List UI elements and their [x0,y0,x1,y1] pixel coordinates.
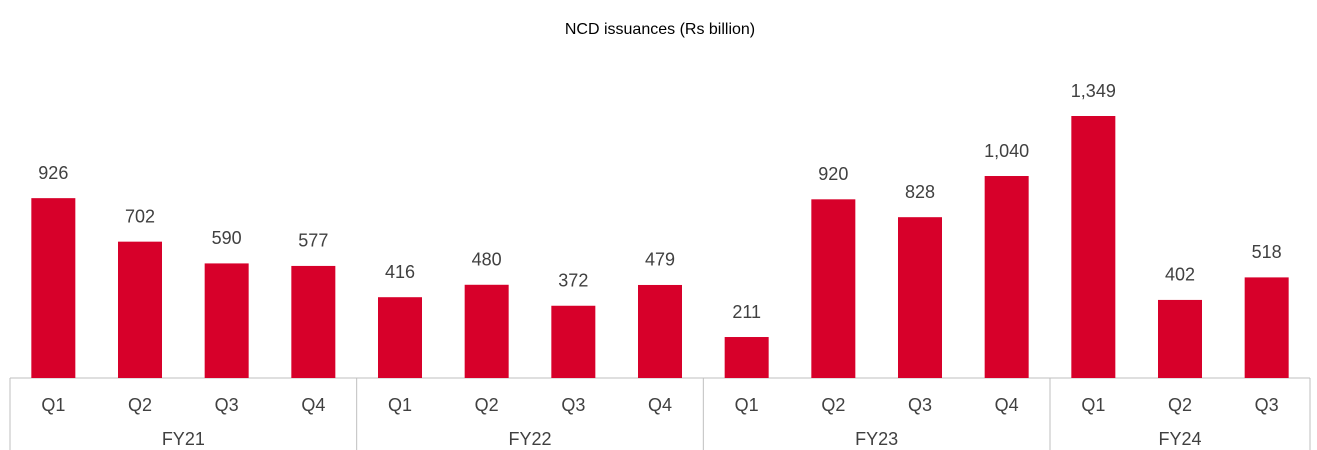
bar [898,217,942,378]
x-tick-label: Q3 [215,395,239,415]
bar [291,265,336,378]
bar [638,284,682,378]
bar [551,305,596,378]
bar [31,198,76,378]
x-tick-label: Q1 [41,395,65,415]
data-label: 480 [472,250,502,270]
data-label: 416 [385,262,415,282]
x-tick-label: Q2 [475,395,499,415]
bar [118,241,162,378]
data-label: 479 [645,250,675,270]
data-label: 1,040 [984,141,1029,161]
bar [1158,299,1202,378]
group-label: FY23 [855,429,898,449]
x-tick-label: Q1 [388,395,412,415]
bar [811,199,856,378]
data-label: 926 [38,163,68,183]
x-tick-label: Q3 [561,395,585,415]
bar [1071,116,1116,378]
x-tick-label: Q3 [908,395,932,415]
data-label: 402 [1165,265,1195,285]
x-tick-label: Q2 [821,395,845,415]
group-label: FY21 [162,429,205,449]
bar [1244,277,1289,378]
data-label: 920 [818,164,848,184]
data-label: 702 [125,206,155,226]
x-tick-label: Q2 [1168,395,1192,415]
x-tick-label: Q3 [1255,395,1279,415]
bar [378,297,422,378]
bar [464,284,509,378]
data-label: 1,349 [1071,81,1116,101]
data-label: 828 [905,182,935,202]
group-label: FY22 [508,429,551,449]
chart-title: NCD issuances (Rs billion) [565,21,755,38]
x-tick-label: Q2 [128,395,152,415]
x-tick-label: Q4 [301,395,325,415]
group-label: FY24 [1158,429,1201,449]
x-tick-label: Q4 [995,395,1019,415]
x-tick-label: Q1 [735,395,759,415]
data-label: 211 [732,302,761,322]
bar [724,337,769,378]
data-label: 372 [558,271,588,291]
x-tick-label: Q4 [648,395,672,415]
bar [204,263,249,378]
x-tick-label: Q1 [1081,395,1105,415]
data-label: 518 [1252,242,1282,262]
bar [984,176,1029,378]
data-label: 577 [298,231,328,251]
data-label: 590 [212,228,242,248]
